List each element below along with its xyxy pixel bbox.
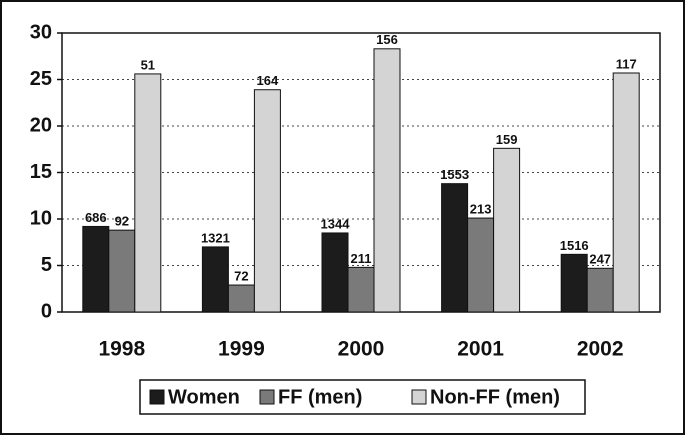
legend-label: FF (men): [278, 386, 362, 408]
y-tick-label: 10: [30, 207, 52, 229]
bar: [321, 232, 349, 313]
bar-label: 1553: [440, 167, 469, 182]
y-tick-label: 20: [30, 114, 52, 136]
bar: [108, 229, 136, 313]
x-tick-label: 2002: [577, 338, 624, 361]
bar-label: 72: [234, 268, 248, 283]
y-tick-label: 30: [30, 21, 52, 43]
bar-label: 1321: [201, 230, 230, 245]
bar-label: 213: [470, 202, 492, 217]
bar: [347, 266, 375, 313]
y-tick-label: 0: [41, 300, 52, 322]
bar: [227, 284, 255, 313]
x-tick-label: 1998: [98, 338, 145, 361]
bar-label: 211: [351, 251, 372, 266]
bar: [467, 217, 495, 313]
bar-label: 156: [376, 32, 398, 47]
bar-label: 1344: [321, 216, 351, 231]
legend-swatch: [149, 389, 165, 405]
bar: [441, 183, 469, 313]
bar: [560, 253, 588, 313]
bar: [134, 73, 162, 313]
bar: [493, 147, 521, 313]
bar-label: 686: [85, 210, 107, 225]
x-tick-label: 2001: [457, 338, 504, 361]
bar-label: 247: [589, 252, 611, 267]
bar: [253, 89, 281, 313]
bar: [586, 267, 614, 313]
bar: [373, 48, 401, 313]
bar-label: 164: [257, 73, 279, 88]
x-tick-label: 2000: [338, 338, 385, 361]
y-tick-label: 5: [41, 254, 52, 276]
bar: [82, 225, 110, 313]
legend-label: Women: [168, 386, 240, 408]
bar-label: 1516: [560, 238, 589, 253]
legend-swatch: [259, 389, 275, 405]
bar-label: 159: [496, 132, 518, 147]
x-tick-label: 1999: [218, 338, 265, 361]
bar: [201, 246, 229, 313]
y-tick-label: 15: [30, 161, 52, 183]
bar: [612, 72, 640, 313]
bar-label: 92: [115, 214, 129, 229]
bar-label: 51: [141, 57, 155, 72]
legend-box: [139, 379, 586, 415]
legend-swatch: [411, 389, 427, 405]
y-tick-label: 25: [30, 68, 52, 90]
legend-label: Non-FF (men): [430, 386, 560, 408]
bar-label: 117: [616, 56, 637, 71]
